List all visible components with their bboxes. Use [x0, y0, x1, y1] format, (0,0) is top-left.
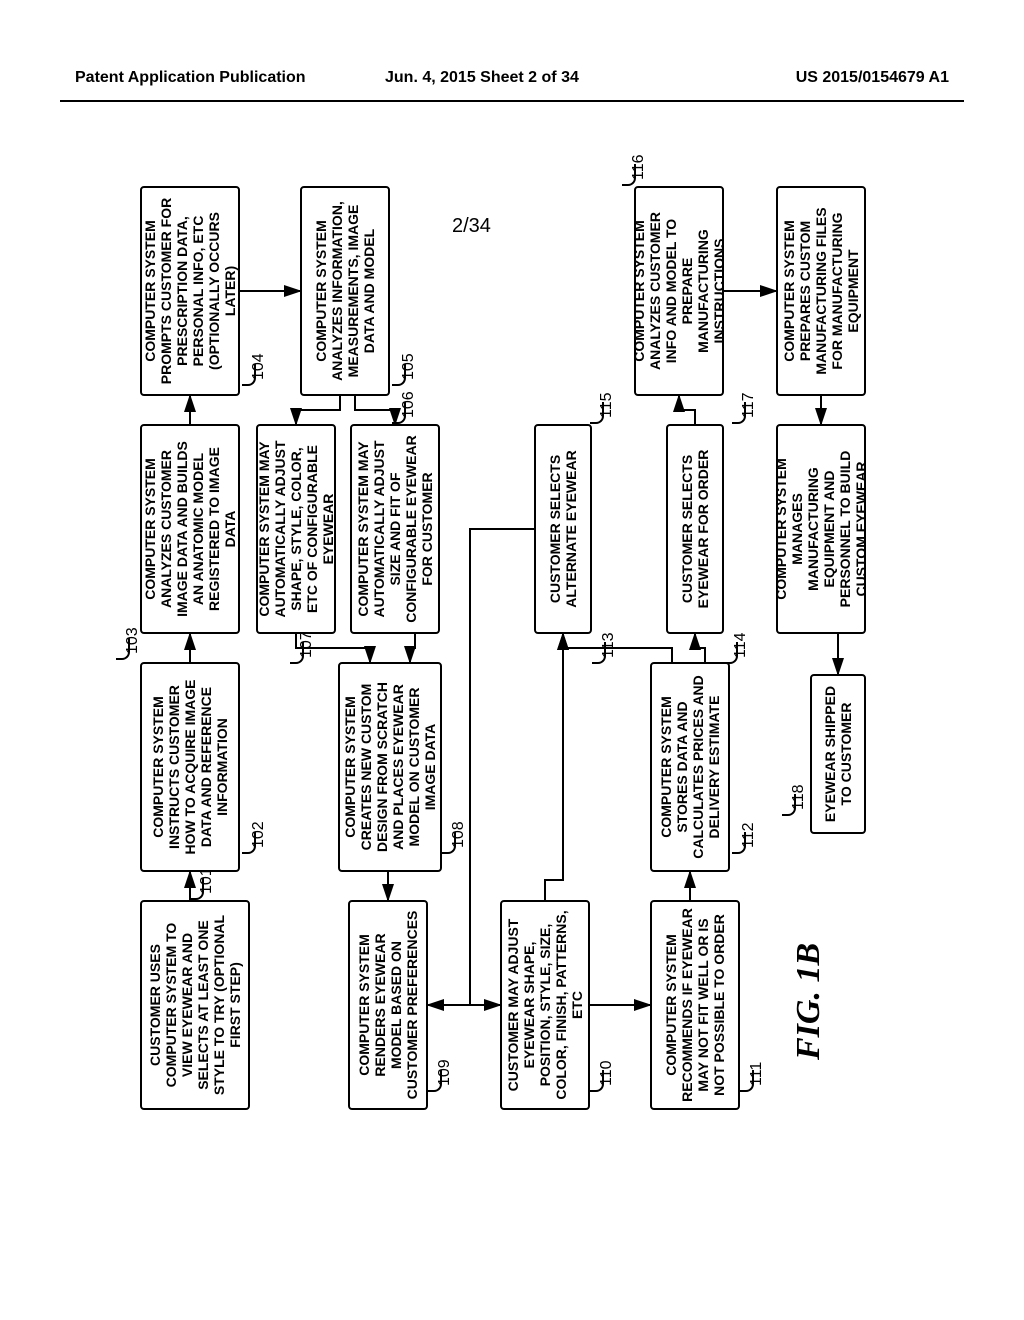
flow-node-104: COMPUTER SYSTEM PROMPTS CUSTOMER FOR PRE…: [140, 186, 240, 396]
flow-node-110: CUSTOMER MAY ADJUST EYEWEAR SHAPE, POSIT…: [500, 900, 590, 1110]
flow-node-109: COMPUTER SYSTEM RENDERS EYEWEAR MODEL BA…: [348, 900, 428, 1110]
ref-hook-104: [242, 364, 256, 386]
flow-node-101: CUSTOMER USES COMPUTER SYSTEM TO VIEW EY…: [140, 900, 250, 1110]
header-left: Patent Application Publication: [75, 69, 306, 87]
ref-hook-107: [290, 642, 304, 664]
page-header: Patent Application Publication Jun. 4, 2…: [0, 69, 1024, 109]
ref-hook-110: [590, 1070, 604, 1092]
ref-hook-114: [724, 642, 738, 664]
flow-node-116: COMPUTER SYSTEM PREPARES CUSTOM MANUFACT…: [776, 186, 866, 396]
flow-node-103: COMPUTER SYSTEM ANALYZES CUSTOMER IMAGE …: [140, 424, 240, 634]
ref-hook-103: [116, 638, 130, 660]
flow-node-108: COMPUTER SYSTEM CREATES NEW CUSTOM DESIG…: [338, 662, 442, 872]
header-rule: [60, 100, 964, 102]
header-mid: Jun. 4, 2015 Sheet 2 of 34: [385, 69, 579, 87]
ref-hook-109: [428, 1070, 442, 1092]
ref-hook-113: [592, 642, 606, 664]
flow-node-115: COMPUTER SYSTEM ANALYZES CUSTOMER INFO A…: [634, 186, 724, 396]
flow-node-114: CUSTOMER SELECTS EYEWEAR FOR ORDER: [666, 424, 724, 634]
flow-node-113: CUSTOMER SELECTS ALTERNATE EYEWEAR: [534, 424, 592, 634]
ref-hook-102: [242, 832, 256, 854]
ref-hook-111: [740, 1070, 754, 1092]
edge-105-107: [296, 396, 340, 424]
flow-node-118: EYEWEAR SHIPPED TO CUSTOMER: [810, 674, 866, 834]
flow-node-105: COMPUTER SYSTEM ANALYZES INFORMATION, ME…: [300, 186, 390, 396]
ref-hook-115: [590, 402, 604, 424]
flow-node-107: COMPUTER SYSTEM MAY AUTOMATICALLY ADJUST…: [256, 424, 336, 634]
edge-114-115: [679, 396, 695, 424]
flow-node-111: COMPUTER SYSTEM RECOMMENDS IF EYEWEAR MA…: [650, 900, 740, 1110]
flow-node-112: COMPUTER SYSTEM STORES DATA AND CALCULAT…: [650, 662, 730, 872]
ref-hook-106: [392, 402, 406, 424]
ref-hook-117: [732, 402, 746, 424]
edge-106-108: [410, 634, 415, 662]
flow-node-106: COMPUTER SYSTEM MAY AUTOMATICALLY ADJUST…: [350, 424, 440, 634]
ref-hook-108: [442, 832, 456, 854]
ref-hook-105: [392, 364, 406, 386]
ref-hook-112: [732, 832, 746, 854]
ref-hook-116: [622, 164, 636, 186]
edge-110-113_back: [545, 634, 563, 900]
flowchart-fig-1b: FIG. 1B CUSTOMER USES COMPUTER SYSTEM TO…: [130, 180, 890, 1120]
edge-112-114: [695, 634, 705, 662]
edge-105-106: [355, 396, 395, 424]
figure-label: FIG. 1B: [790, 943, 828, 1060]
header-right: US 2015/0154679 A1: [796, 69, 949, 87]
ref-hook-118: [782, 794, 796, 816]
flow-node-102: COMPUTER SYSTEM INSTRUCTS CUSTOMER HOW T…: [140, 662, 240, 872]
ref-hook-101: [190, 878, 204, 900]
flow-node-117: COMPUTER SYSTEM MANAGES MANUFACTURING EQ…: [776, 424, 866, 634]
